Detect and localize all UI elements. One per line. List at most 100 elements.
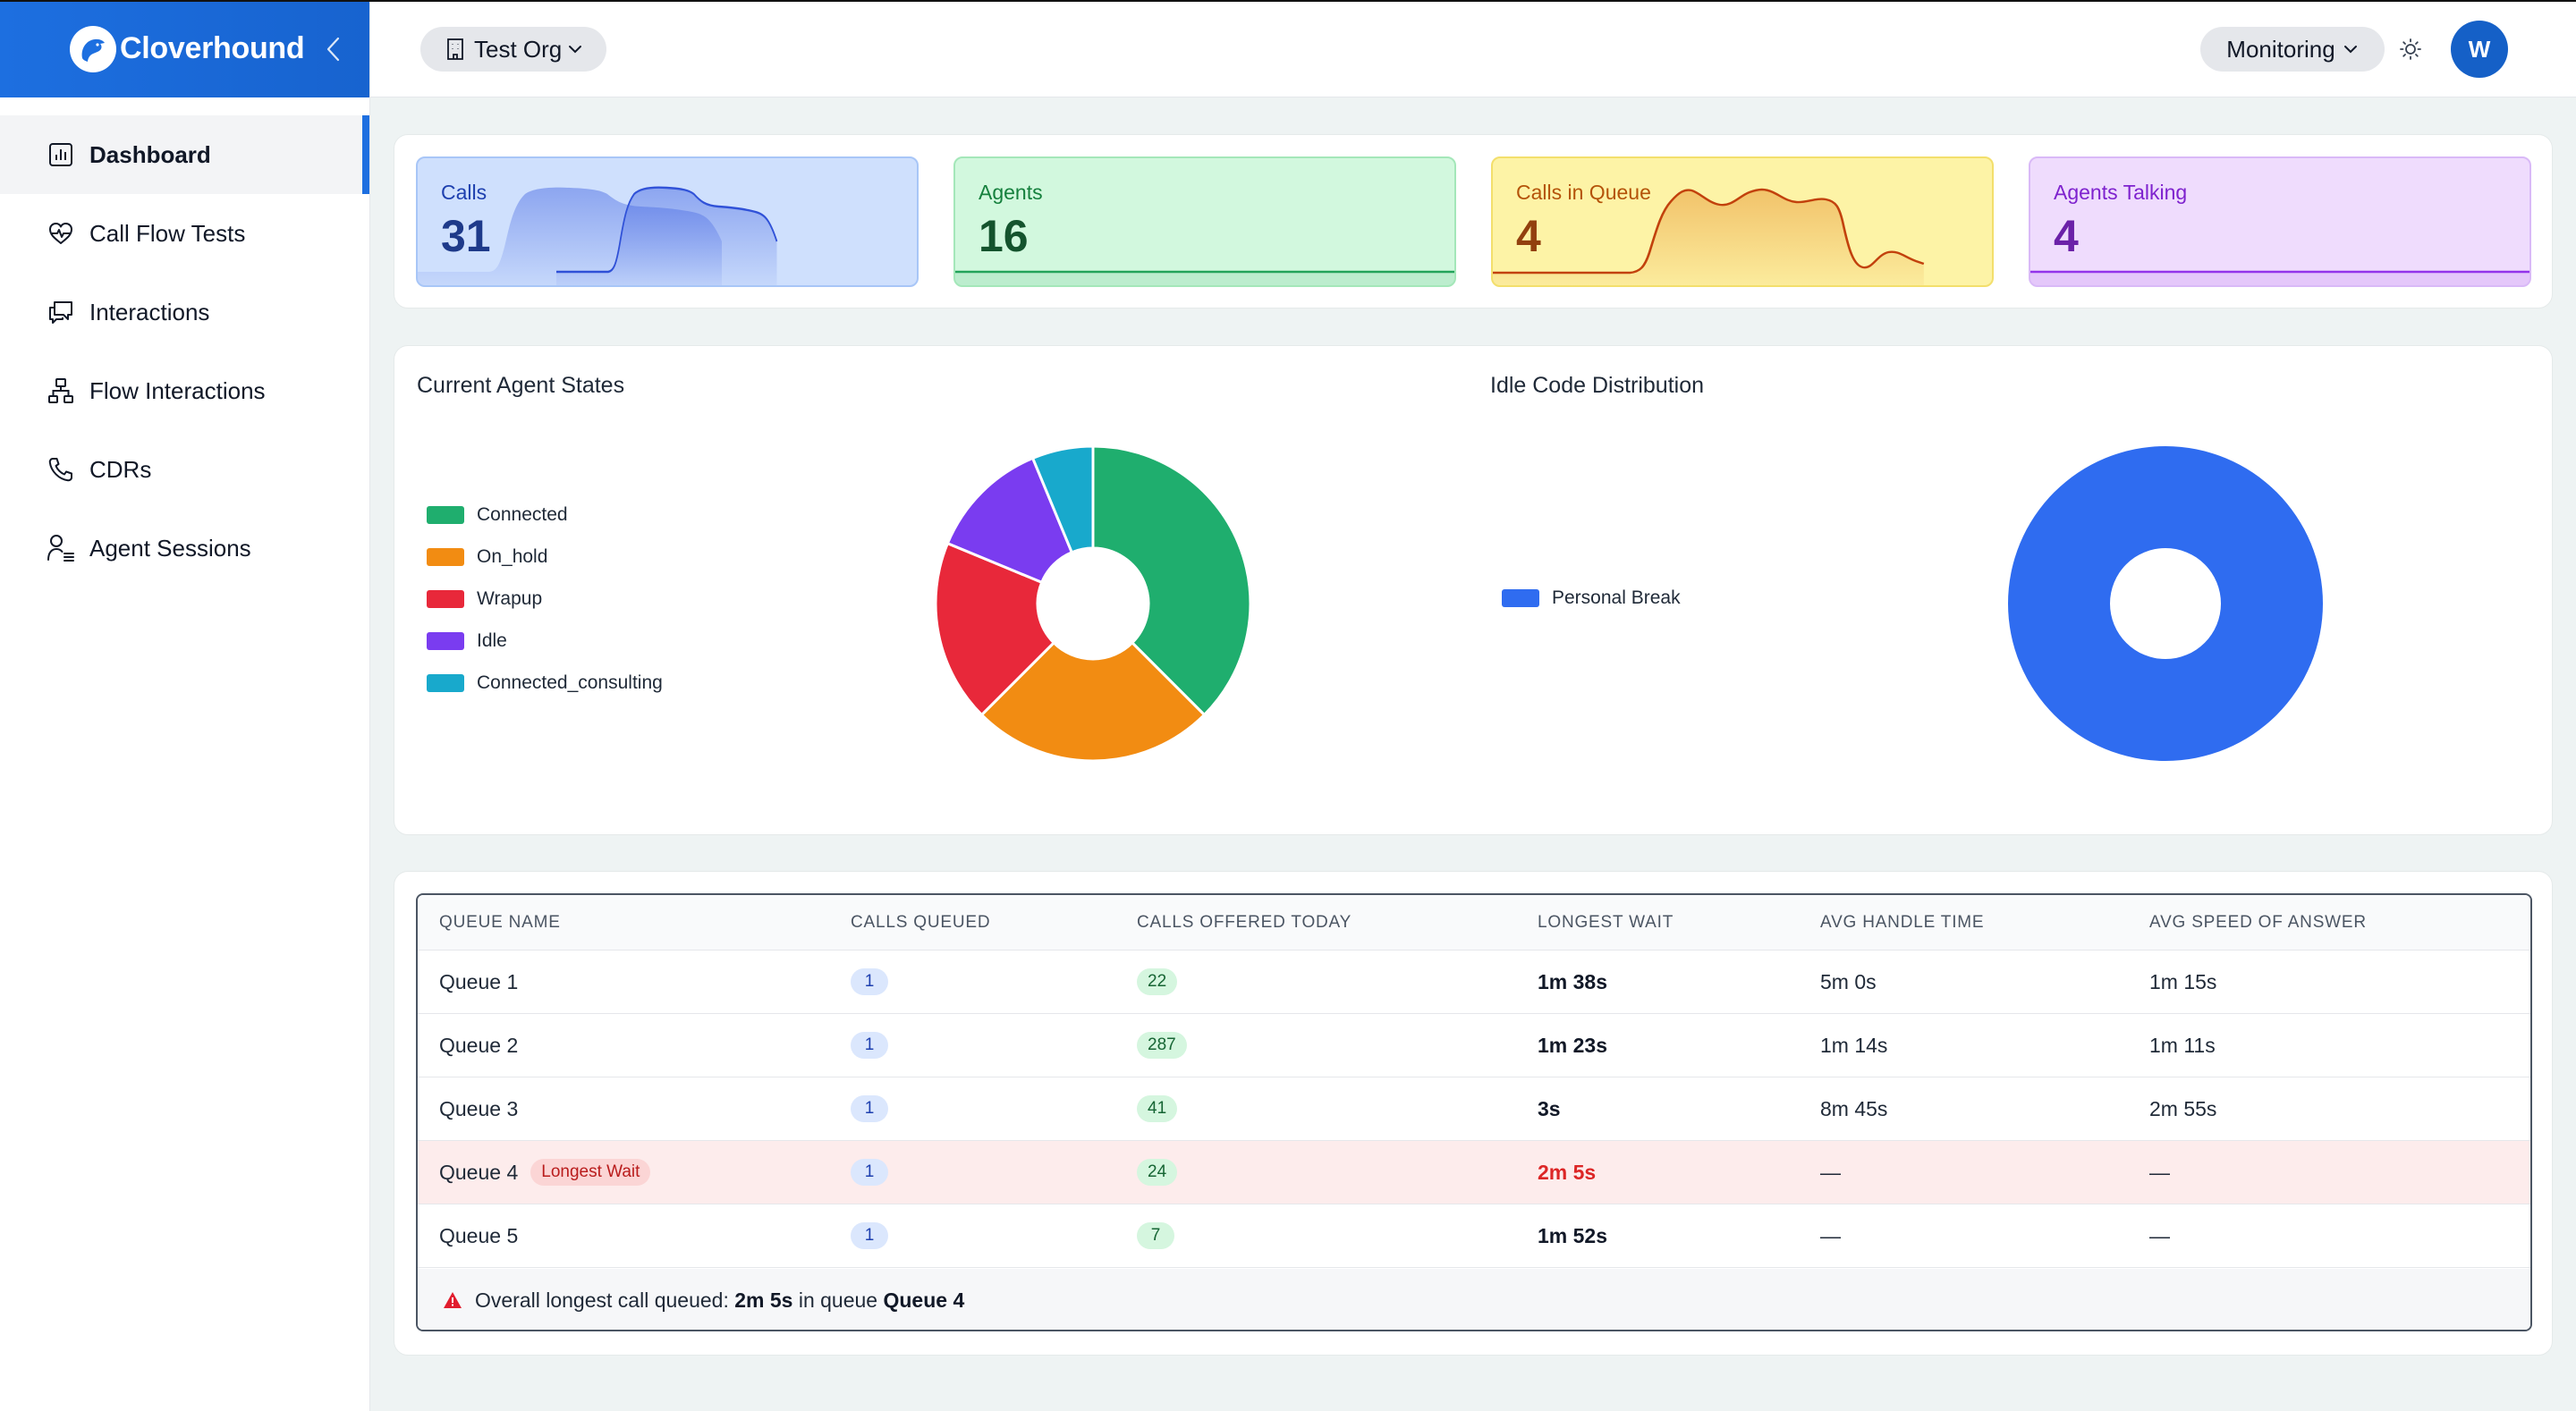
calls-offered-badge: 7 [1137, 1222, 1174, 1249]
calls-queued-badge: 1 [851, 1095, 888, 1122]
column-header[interactable]: QUEUE NAME [439, 912, 561, 932]
sidebar-item-flow-interactions[interactable]: Flow Interactions [0, 351, 369, 430]
donut-slice-personal-break[interactable] [2008, 446, 2323, 761]
user-list-icon [45, 532, 77, 564]
avg-handle-time: 1m 14s [1820, 1033, 1888, 1057]
sidebar-item-cdrs[interactable]: CDRs [0, 430, 369, 509]
warning-icon [443, 1291, 462, 1309]
top-header: Test Org Monitoring W [370, 2, 2576, 97]
calls-queued-badge: 1 [851, 1222, 888, 1249]
calls-offered-badge: 24 [1137, 1159, 1178, 1186]
queue-name: Queue 1 [439, 969, 519, 993]
avg-handle-time: 5m 0s [1820, 969, 1877, 993]
legend-label: Connected [477, 503, 568, 525]
org-name: Test Org [474, 35, 563, 63]
column-header[interactable]: AVG SPEED OF ANSWER [2149, 912, 2367, 932]
collapse-sidebar-button[interactable] [319, 34, 346, 64]
org-selector[interactable]: Test Org [420, 27, 607, 72]
sidebar-item-label: CDRs [89, 455, 152, 483]
phone-icon [45, 453, 77, 486]
column-header[interactable]: CALLS OFFERED TODAY [1137, 912, 1352, 932]
legend-item[interactable]: Connected_consulting [427, 662, 663, 704]
legend-item[interactable]: Wrapup [427, 578, 663, 620]
legend-item[interactable]: Connected [427, 494, 663, 536]
calls-in-queue-value: 4 [1516, 211, 1541, 261]
sidebar-item-label: Interactions [89, 298, 210, 325]
brand-name: Cloverhound [120, 31, 305, 65]
legend-label: On_hold [477, 545, 548, 567]
table-row[interactable]: Queue 5 1 7 1m 52s — — [418, 1204, 2530, 1268]
summary-queue: Queue 4 [883, 1288, 965, 1312]
table-header-row: QUEUE NAME CALLS QUEUED CALLS OFFERED TO… [418, 895, 2530, 951]
chevron-down-icon [567, 44, 583, 55]
sidebar-item-dashboard[interactable]: Dashboard [0, 115, 369, 194]
column-header[interactable]: LONGEST WAIT [1538, 912, 1674, 932]
avg-speed-of-answer: — [2149, 1160, 2170, 1184]
avg-handle-time: — [1820, 1223, 1841, 1247]
agents-value: 16 [979, 211, 1029, 261]
chevron-down-icon [2343, 44, 2359, 55]
calls-offered-badge: 41 [1137, 1095, 1178, 1122]
calls-offered-badge: 287 [1137, 1032, 1187, 1059]
avg-speed-of-answer: — [2149, 1223, 2170, 1247]
calls-offered-badge: 22 [1137, 968, 1178, 995]
calls-sparkline [418, 186, 778, 285]
agents-stat-card: Agents 16 [953, 156, 1456, 287]
donut-slice-wrapup[interactable] [934, 541, 1056, 717]
window-top-border [0, 0, 2576, 2]
chat-bubbles-icon [45, 296, 77, 328]
theme-toggle-button[interactable] [2397, 36, 2424, 63]
sidebar-item-agent-sessions[interactable]: Agent Sessions [0, 509, 369, 587]
column-header[interactable]: AVG HANDLE TIME [1820, 912, 1985, 932]
column-header[interactable]: CALLS QUEUED [851, 912, 991, 932]
agents-talking-label: Agents Talking [2054, 181, 2188, 204]
longest-wait: 2m 5s [1538, 1160, 1597, 1184]
calls-label: Calls [441, 181, 487, 204]
agent-states-chart-title: Current Agent States [417, 373, 625, 398]
calls-in-queue-sparkline [1493, 188, 1925, 285]
avg-handle-time: 8m 45s [1820, 1096, 1888, 1120]
longest-call-summary: Overall longest call queued: 2m 5s in qu… [418, 1269, 2530, 1330]
user-avatar[interactable]: W [2451, 21, 2508, 78]
agents-talking-value: 4 [2054, 211, 2079, 261]
sidebar-item-interactions[interactable]: Interactions [0, 273, 369, 351]
agent-states-donut-chart [934, 444, 1252, 763]
legend-item[interactable]: On_hold [427, 536, 663, 578]
idle-code-donut-chart [2008, 446, 2323, 761]
donut-slice-on-hold[interactable] [979, 640, 1207, 763]
legend-label: Wrapup [477, 587, 543, 609]
charts-panel: Current Agent States Connected On_hold Wra… [394, 345, 2553, 835]
longest-wait: 1m 52s [1538, 1223, 1608, 1247]
avg-speed-of-answer: 1m 11s [2149, 1033, 2216, 1057]
sidebar-item-call-flow-tests[interactable]: Call Flow Tests [0, 194, 369, 273]
avg-speed-of-answer: 2m 55s [2149, 1096, 2217, 1120]
stats-panel: Calls 31 Agents 16 Calls in Queue 4 [394, 134, 2553, 308]
sidebar-item-label: Dashboard [89, 140, 211, 168]
donut-slice-connected-consulting[interactable] [1030, 444, 1095, 554]
donut-slice-connected[interactable] [1091, 444, 1252, 717]
table-row[interactable]: Queue 1 1 22 1m 38s 5m 0s 1m 15s [418, 951, 2530, 1014]
queue-name: Queue 4 [439, 1160, 519, 1184]
queue-table: QUEUE NAME CALLS QUEUED CALLS OFFERED TO… [416, 893, 2532, 1331]
agents-talking-stat-card: Agents Talking 4 [2029, 156, 2531, 287]
table-row[interactable]: Queue 3 1 41 3s 8m 45s 2m 55s [418, 1077, 2530, 1141]
sidebar-item-label: Flow Interactions [89, 376, 266, 404]
queue-name: Queue 2 [439, 1033, 519, 1057]
chevron-left-icon [326, 37, 340, 62]
legend-label: Personal Break [1552, 587, 1681, 608]
legend-item[interactable]: Idle [427, 620, 663, 662]
mode-selector[interactable]: Monitoring [2200, 27, 2385, 72]
legend-swatch [427, 547, 464, 566]
donut-slice-idle[interactable] [945, 456, 1074, 585]
legend-swatch [427, 505, 464, 524]
table-row[interactable]: Queue 2 1 287 1m 23s 1m 14s 1m 11s [418, 1014, 2530, 1077]
table-row-highlighted[interactable]: Queue 4 Longest Wait 1 24 2m 5s — — [418, 1141, 2530, 1204]
building-icon [445, 38, 465, 61]
brand-header: Cloverhound [0, 0, 369, 97]
legend-item[interactable]: Personal Break [1502, 577, 1681, 619]
mode-label: Monitoring [2226, 35, 2335, 63]
cloverhound-logo-icon [70, 25, 116, 72]
agent-states-legend: Connected On_hold Wrapup Idle Connected_cons… [427, 494, 663, 704]
flow-network-icon [45, 375, 77, 407]
queue-name: Queue 3 [439, 1096, 519, 1120]
